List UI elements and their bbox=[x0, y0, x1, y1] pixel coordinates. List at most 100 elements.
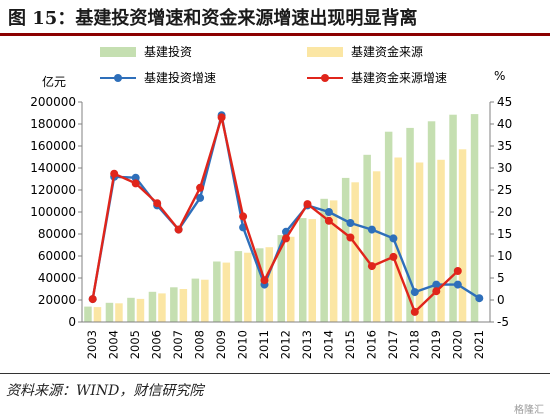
bar bbox=[363, 154, 371, 322]
bar bbox=[372, 171, 381, 322]
x-tick-label: 2014 bbox=[321, 330, 335, 359]
bar bbox=[136, 298, 145, 322]
point bbox=[367, 225, 376, 234]
bar bbox=[308, 219, 316, 322]
right-tick-label: 30 bbox=[497, 161, 512, 175]
right-tick-label: 20 bbox=[497, 205, 512, 219]
bar bbox=[458, 149, 467, 322]
point bbox=[196, 183, 205, 192]
bar bbox=[427, 121, 436, 323]
point bbox=[453, 267, 462, 275]
point bbox=[389, 234, 398, 243]
point bbox=[346, 233, 355, 242]
point bbox=[153, 199, 162, 208]
x-tick-label: 2006 bbox=[150, 330, 164, 359]
bar bbox=[287, 236, 295, 323]
x-tick-label: 2016 bbox=[364, 330, 378, 359]
chart-title: 图 15：基建投资增速和资金来源增速出现明显背离 bbox=[8, 8, 418, 29]
axes: 0 20000 40000 60000 80000 100000 120000 140000 1… bbox=[30, 95, 512, 359]
x-tick-label: 2020 bbox=[450, 330, 464, 359]
source-divider bbox=[0, 373, 550, 374]
right-axis-unit: % bbox=[494, 69, 505, 83]
x-tick-label: 2005 bbox=[128, 330, 142, 359]
legend-swatch bbox=[100, 47, 136, 57]
right-tick-label: 40 bbox=[497, 117, 512, 131]
point bbox=[324, 216, 333, 225]
legend-label: 基建投资 bbox=[144, 44, 192, 59]
left-tick-label: 140000 bbox=[30, 161, 76, 175]
bar bbox=[394, 157, 402, 322]
point bbox=[410, 288, 419, 297]
x-tick-label: 2007 bbox=[171, 330, 185, 359]
bar bbox=[222, 262, 231, 322]
right-tick-label: 0 bbox=[497, 293, 505, 307]
point bbox=[239, 212, 248, 221]
title-divider bbox=[0, 33, 550, 36]
point bbox=[389, 252, 398, 261]
source-note: 资料来源：WIND，财信研究院 bbox=[6, 383, 204, 399]
right-tick-label: 5 bbox=[497, 271, 505, 285]
point bbox=[174, 225, 183, 234]
x-tick-label: 2018 bbox=[407, 330, 421, 359]
bar bbox=[351, 182, 359, 322]
bar-layer bbox=[84, 114, 479, 323]
legend-label: 基建资金来源 bbox=[351, 44, 423, 59]
left-tick-label: 160000 bbox=[30, 139, 76, 153]
x-tick-label: 2010 bbox=[236, 330, 250, 359]
point bbox=[217, 113, 226, 122]
bar bbox=[191, 278, 200, 322]
point bbox=[475, 294, 484, 303]
right-tick-label: 15 bbox=[497, 227, 512, 241]
right-tick-label: 35 bbox=[497, 139, 512, 153]
point bbox=[453, 280, 462, 289]
bar bbox=[179, 289, 188, 322]
point bbox=[260, 276, 269, 285]
left-tick-label: 100000 bbox=[30, 205, 76, 219]
bar bbox=[329, 200, 338, 322]
bar bbox=[256, 248, 264, 322]
x-tick-label: 2019 bbox=[429, 330, 443, 359]
x-tick-label: 2015 bbox=[343, 330, 357, 359]
bar bbox=[201, 279, 209, 322]
bar bbox=[265, 247, 273, 322]
point bbox=[367, 262, 376, 271]
right-tick-label: 45 bbox=[497, 95, 512, 109]
point bbox=[303, 200, 312, 209]
legend-marker bbox=[321, 74, 329, 82]
x-tick-label: 2017 bbox=[386, 330, 400, 359]
point bbox=[131, 179, 140, 188]
x-tick-label: 2012 bbox=[279, 330, 293, 359]
left-tick-label: 80000 bbox=[38, 227, 76, 241]
legend-swatch bbox=[307, 47, 343, 57]
left-tick-label: 60000 bbox=[38, 249, 76, 263]
bar bbox=[213, 261, 221, 322]
bar bbox=[170, 287, 178, 322]
right-tick-label: 10 bbox=[497, 249, 512, 263]
bar bbox=[341, 177, 350, 322]
x-tick-label: 2003 bbox=[85, 330, 99, 359]
point bbox=[110, 169, 119, 178]
point bbox=[432, 280, 441, 289]
bar bbox=[406, 127, 414, 323]
bar bbox=[115, 303, 123, 322]
bar bbox=[244, 252, 252, 322]
bar bbox=[299, 218, 307, 322]
left-tick-label: 120000 bbox=[30, 183, 76, 197]
bar bbox=[470, 114, 479, 322]
point bbox=[88, 295, 97, 304]
left-tick-label: 0 bbox=[68, 315, 76, 329]
legend-label: 基建资金来源增速 bbox=[351, 70, 447, 85]
bar bbox=[437, 159, 445, 323]
bar bbox=[148, 291, 157, 323]
left-tick-label: 200000 bbox=[30, 95, 76, 109]
bar bbox=[234, 251, 243, 322]
bar bbox=[105, 302, 114, 323]
point bbox=[432, 287, 441, 296]
x-tick-label: 2009 bbox=[214, 330, 228, 359]
point bbox=[131, 173, 140, 182]
bar bbox=[84, 306, 92, 322]
x-tick-label: 2021 bbox=[472, 330, 486, 359]
legend-label: 基建投资增速 bbox=[144, 70, 216, 85]
left-axis-unit: 亿元 bbox=[42, 74, 66, 89]
left-tick-label: 20000 bbox=[38, 293, 76, 307]
